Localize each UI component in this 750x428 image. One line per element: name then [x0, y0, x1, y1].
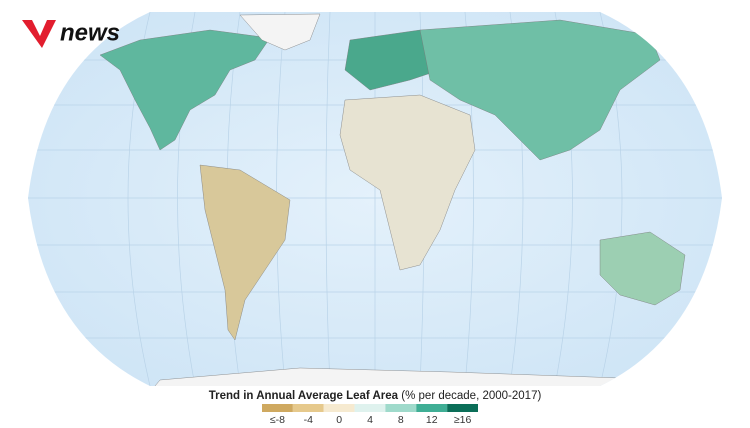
legend-label: ≤-8: [270, 414, 285, 426]
logo-text: news: [60, 19, 120, 46]
africa: [339, 94, 476, 271]
legend-label: ≥16: [454, 414, 472, 426]
legend-subtitle: (% per decade, 2000-2017): [401, 390, 541, 402]
legend-swatch: [262, 404, 293, 412]
south-america: [199, 164, 291, 341]
legend-label: 0: [336, 414, 342, 426]
continents: [99, 13, 686, 386]
greenland: [239, 13, 321, 51]
logo: news: [22, 19, 120, 48]
logo-icon: [22, 20, 56, 48]
legend-swatch: [323, 404, 355, 412]
legend: ≤-8 -4 0 4 8 12 ≥16: [262, 404, 478, 426]
legend-label: -4: [304, 414, 313, 426]
legend-swatch: [292, 404, 324, 412]
legend-swatch: [354, 404, 386, 412]
legend-swatch: [416, 404, 448, 412]
legend-label: 4: [367, 414, 373, 426]
legend-swatch: [385, 404, 417, 412]
legend-swatch: [447, 404, 478, 412]
legend-title: Trend in Annual Average Leaf Area (% per…: [209, 390, 542, 402]
legend-label: 8: [398, 414, 404, 426]
australia: [599, 231, 686, 306]
legend-title-main: Trend in Annual Average Leaf Area: [209, 390, 399, 402]
map: [28, 12, 722, 386]
legend-label: 12: [426, 414, 438, 426]
